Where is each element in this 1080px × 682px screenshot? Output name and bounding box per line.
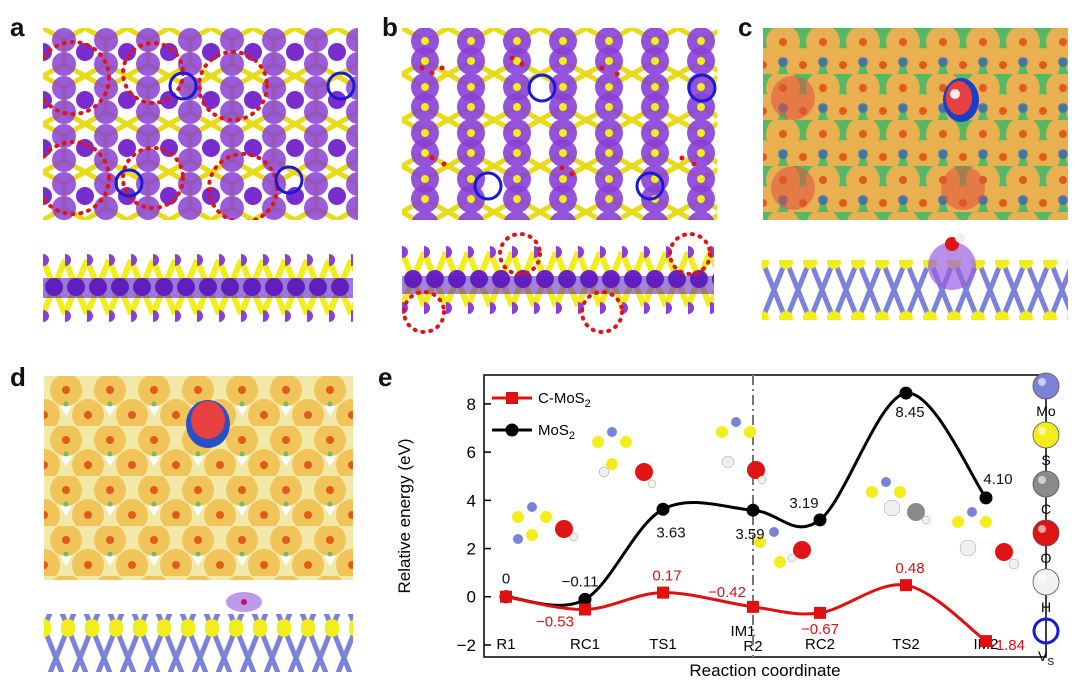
side-view-image-b [402, 232, 714, 336]
x-category-label: RC1 [570, 636, 600, 653]
data-label: 8.45 [895, 404, 924, 421]
panel-d-top-view [44, 376, 353, 580]
electrostatic-map-image-d [44, 376, 353, 580]
data-point [899, 386, 913, 400]
legend-marker [505, 423, 519, 437]
y-axis-title: Relative energy (eV) [395, 439, 414, 594]
y-tick-label: 6 [467, 443, 476, 462]
x-category-label: R1 [496, 636, 515, 653]
side-view-image-d [44, 592, 353, 672]
y-tick-label: 0 [467, 588, 476, 607]
x-category-label: R2 [743, 638, 762, 655]
legend-marker [506, 392, 518, 404]
data-point [813, 513, 827, 527]
data-label: 3.59 [735, 526, 764, 543]
data-point [578, 592, 592, 606]
atom-legend-label: Mo [1036, 403, 1056, 419]
data-point [747, 600, 759, 613]
y-tick-label: −2 [457, 636, 476, 655]
atom-legend-label: O [1041, 550, 1052, 566]
x-category-label: IM1 [730, 623, 755, 640]
atom-legend-icon [1032, 568, 1060, 596]
panel-label-d: d [10, 362, 26, 392]
data-point [657, 586, 669, 599]
data-point [900, 579, 912, 592]
panel-b-side-view [402, 232, 714, 336]
legend-label: C-MoS2 [538, 390, 591, 410]
data-point [656, 502, 670, 516]
data-labels: 0 −0.11 3.63 3.59 3.19 8.45 4.10 −0.53 0.17 −0.42… [502, 404, 1025, 654]
x-category-label: TS1 [649, 636, 677, 653]
data-label: 0.17 [652, 568, 681, 585]
atom-legend-icon [1032, 470, 1060, 498]
x-axis-title: Reaction coordinate [689, 661, 840, 680]
vacancy-legend-icon [1032, 617, 1060, 645]
data-label: −0.42 [708, 584, 746, 601]
data-label: 3.63 [656, 524, 685, 541]
atom-legend-label: C [1041, 501, 1051, 517]
atom-legend-icon [1032, 421, 1060, 449]
x-category-label: TS2 [892, 636, 920, 653]
data-point [579, 603, 591, 616]
atom-legend: Mo S C O H VS [1016, 372, 1080, 682]
x-category-label: RC2 [805, 636, 835, 653]
panel-label-e: e [378, 362, 393, 392]
data-label: −1.84 [987, 637, 1025, 654]
y-tick-label: 2 [467, 540, 476, 559]
atom-legend-icon [1032, 372, 1060, 400]
plot-frame [483, 374, 1047, 658]
data-label: 4.10 [983, 471, 1012, 488]
panel-label-a: a [10, 12, 25, 42]
legend-label: MoS2 [538, 422, 575, 442]
charge-density-image-a [43, 28, 358, 220]
electrostatic-map-image-c [763, 28, 1068, 220]
panel-a-top-view [43, 28, 358, 220]
data-label: −0.11 [562, 573, 599, 590]
data-point [979, 491, 993, 505]
side-view-image-c [762, 233, 1068, 320]
atom-legend-label: S [1041, 452, 1050, 468]
data-label: −0.67 [801, 621, 839, 638]
panel-c-top-view [763, 28, 1068, 220]
y-tick-label: 4 [467, 491, 476, 510]
panel-d-side-view [44, 590, 353, 672]
panel-a-side-view [43, 240, 353, 334]
panel-b-top-view [402, 28, 717, 220]
data-label: 0.48 [895, 560, 924, 577]
series-layer [499, 386, 993, 648]
data-label: 3.19 [789, 495, 818, 512]
molecule-insets [512, 417, 1020, 570]
data-point [814, 606, 826, 619]
data-point [746, 503, 760, 517]
data-point [980, 635, 992, 648]
data-point [500, 590, 512, 603]
side-view-image-a [43, 240, 353, 334]
panel-label-c: c [738, 12, 753, 42]
data-label: 0 [502, 571, 510, 588]
chart-legend: C-MoS2 MoS2 [492, 390, 591, 442]
atom-legend-icon [1032, 519, 1060, 547]
panel-c-side-view [762, 222, 1068, 320]
y-axis: −2 0 2 4 6 8 [457, 395, 491, 655]
panel-label-b: b [382, 12, 398, 42]
atom-legend-label: VS [1038, 648, 1054, 668]
y-tick-label: 8 [467, 395, 476, 414]
data-label: −0.53 [536, 614, 574, 631]
atom-legend-label: H [1041, 599, 1051, 615]
atom-legend-graphic: Mo S C O H VS [1032, 372, 1060, 668]
charge-density-image-b [402, 28, 717, 220]
